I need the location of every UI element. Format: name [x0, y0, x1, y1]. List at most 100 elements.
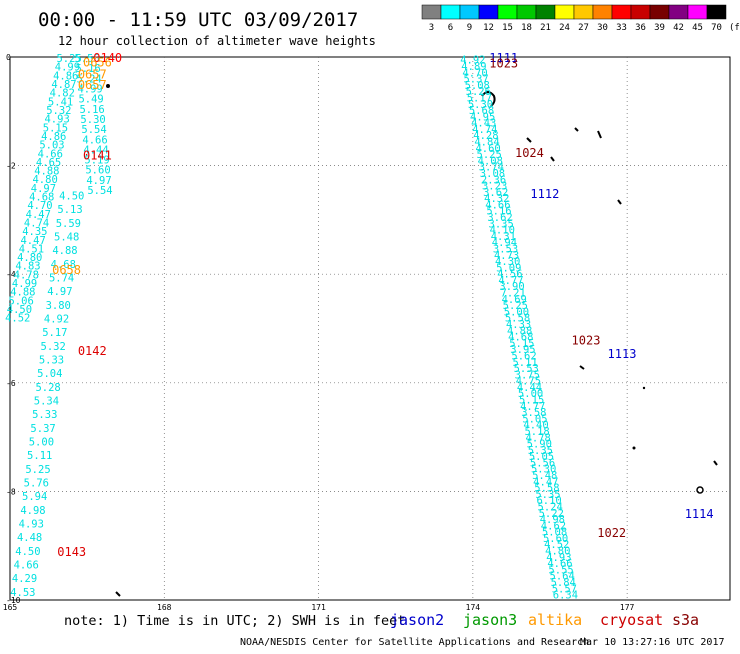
swh-value-label: 4.47 [20, 235, 45, 247]
pass-time-label: 0656 [83, 55, 112, 69]
swh-value-label: 4.82 [50, 88, 75, 100]
swh-value-label: 5.16 [79, 104, 104, 116]
colorbar-label: 36 [635, 23, 646, 33]
swh-value-label: 5.26 [466, 86, 491, 98]
swh-value-label: 4.50 [15, 546, 40, 558]
swh-value-label: 5.34 [34, 395, 59, 407]
colorbar-unit: (ft) [729, 23, 740, 33]
swh-value-label: 5.49 [78, 94, 103, 106]
swh-value-label: 5.25 [477, 149, 502, 161]
island-marker [115, 591, 121, 597]
swh-value-label: 4.29 [12, 573, 37, 585]
swh-value-label: 4.70 [462, 67, 487, 79]
swh-value-label: 4.47 [26, 209, 51, 221]
x-tick-label: 177 [620, 603, 635, 612]
colorbar-swatch [573, 4, 594, 20]
swh-value-label: 5.24 [538, 501, 563, 513]
swh-value-label: 4.83 [15, 261, 40, 273]
swh-value-label: 5.32 [41, 341, 66, 353]
swh-value-label: 5.56 [530, 457, 555, 469]
y-tick-label: 0 [6, 53, 11, 62]
island-marker [526, 137, 532, 143]
swh-value-label: 5.58 [505, 313, 530, 325]
pass-time-label: 0142 [78, 344, 107, 358]
swh-value-label: 4.80 [32, 174, 57, 186]
swh-value-label: 4.97 [86, 175, 111, 187]
land-markers [106, 84, 718, 597]
colorbar-label: 15 [502, 23, 513, 33]
island-marker [574, 127, 579, 132]
colorbar-label: 70 [711, 23, 722, 33]
swh-value-label: 4.77 [520, 401, 545, 413]
swh-value-label: 5.08 [465, 80, 490, 92]
island-marker [632, 446, 636, 450]
swh-value-label: 4.31 [491, 231, 516, 243]
x-tick-label: 168 [157, 603, 172, 612]
chart-subtitle: 12 hour collection of altimeter wave hei… [58, 34, 376, 48]
swh-value-label: 4.74 [472, 124, 497, 136]
swh-value-label: 7.21 [501, 288, 526, 300]
swh-value-label: 3.23 [482, 181, 507, 193]
swh-value-label: 5.15 [509, 338, 534, 350]
pass-time-label: 0141 [83, 149, 112, 163]
swh-value-label: 3.08 [480, 168, 505, 180]
pass-time-label: 0140 [93, 51, 122, 65]
colorbar-label: 39 [654, 23, 665, 33]
swh-value-label: 5.48 [532, 470, 557, 482]
y-tick-label: -10 [6, 596, 21, 605]
swh-value-label: 4.87 [51, 79, 76, 91]
swh-value-label: 2.36 [481, 174, 506, 186]
island-marker [597, 130, 602, 139]
swh-value-label: 5.00 [518, 388, 543, 400]
swh-value-label: 4.65 [36, 157, 61, 169]
swh-value-label: 3.90 [499, 281, 524, 293]
swh-value-label: 4.94 [492, 237, 517, 249]
swh-value-label: 5.58 [534, 483, 559, 495]
swh-value-label: 5.17 [42, 327, 67, 339]
swh-value-label: 5.57 [552, 583, 577, 595]
pass-time-label: 1022 [597, 526, 626, 540]
island-marker [550, 156, 555, 162]
colorbar-label: 30 [597, 23, 608, 33]
colorbar-swatch [440, 4, 461, 20]
colorbar-swatch [649, 4, 670, 20]
colorbar-swatch [630, 4, 651, 20]
swh-value-label: 4.40 [523, 420, 548, 432]
swh-value-label: 5.11 [512, 357, 537, 369]
swh-value-label: 4.53 [10, 587, 35, 599]
swh-value-label: 5.17 [467, 92, 492, 104]
swh-value-label: 4.95 [470, 111, 495, 123]
swh-value-label: 5.25 [56, 53, 81, 65]
swh-value-label: 5.24 [76, 73, 101, 85]
swh-value-label: 5.54 [81, 124, 106, 136]
swh-value-label: 4.48 [17, 532, 42, 544]
swh-value-label: 5.37 [30, 423, 55, 435]
pass-time-label: 1114 [685, 507, 714, 521]
pass-time-label: 1023 [572, 333, 601, 347]
pass-time-label: 0143 [57, 545, 86, 559]
island-marker [713, 460, 718, 466]
swh-value-label: 4.84 [474, 137, 499, 149]
swh-value-label: 4.88 [52, 245, 77, 257]
pass-time-labels: 0140065606570657014106580142014311111023… [52, 51, 713, 559]
footer-generated: Mar 10 13:27:16 UTC 2017 [580, 637, 725, 648]
pass-time-label: 1024 [515, 146, 544, 160]
swh-value-label: 5.32 [46, 105, 71, 117]
colorbar-swatch [611, 4, 632, 20]
swh-value-label: 5.90 [527, 439, 552, 451]
swh-value-label: 4.52 [5, 313, 30, 325]
colorbar-swatch [554, 4, 575, 20]
swh-value-label: 4.92 [44, 313, 69, 325]
swh-value-label: 4.56 [497, 269, 522, 281]
colorbar-swatch [535, 4, 556, 20]
colorbar-label: 24 [559, 23, 570, 33]
colorbar-label: 42 [673, 23, 684, 33]
swh-value-label: 3.35 [489, 218, 514, 230]
colorbar-swatch [592, 4, 613, 20]
swh-value-label: 5.64 [550, 571, 575, 583]
swh-value-label: 4.89 [461, 61, 486, 73]
swh-value-label: 5.16 [75, 63, 100, 75]
swh-value-label: 4.86 [41, 131, 66, 143]
pass-time-label: 0658 [52, 263, 81, 277]
